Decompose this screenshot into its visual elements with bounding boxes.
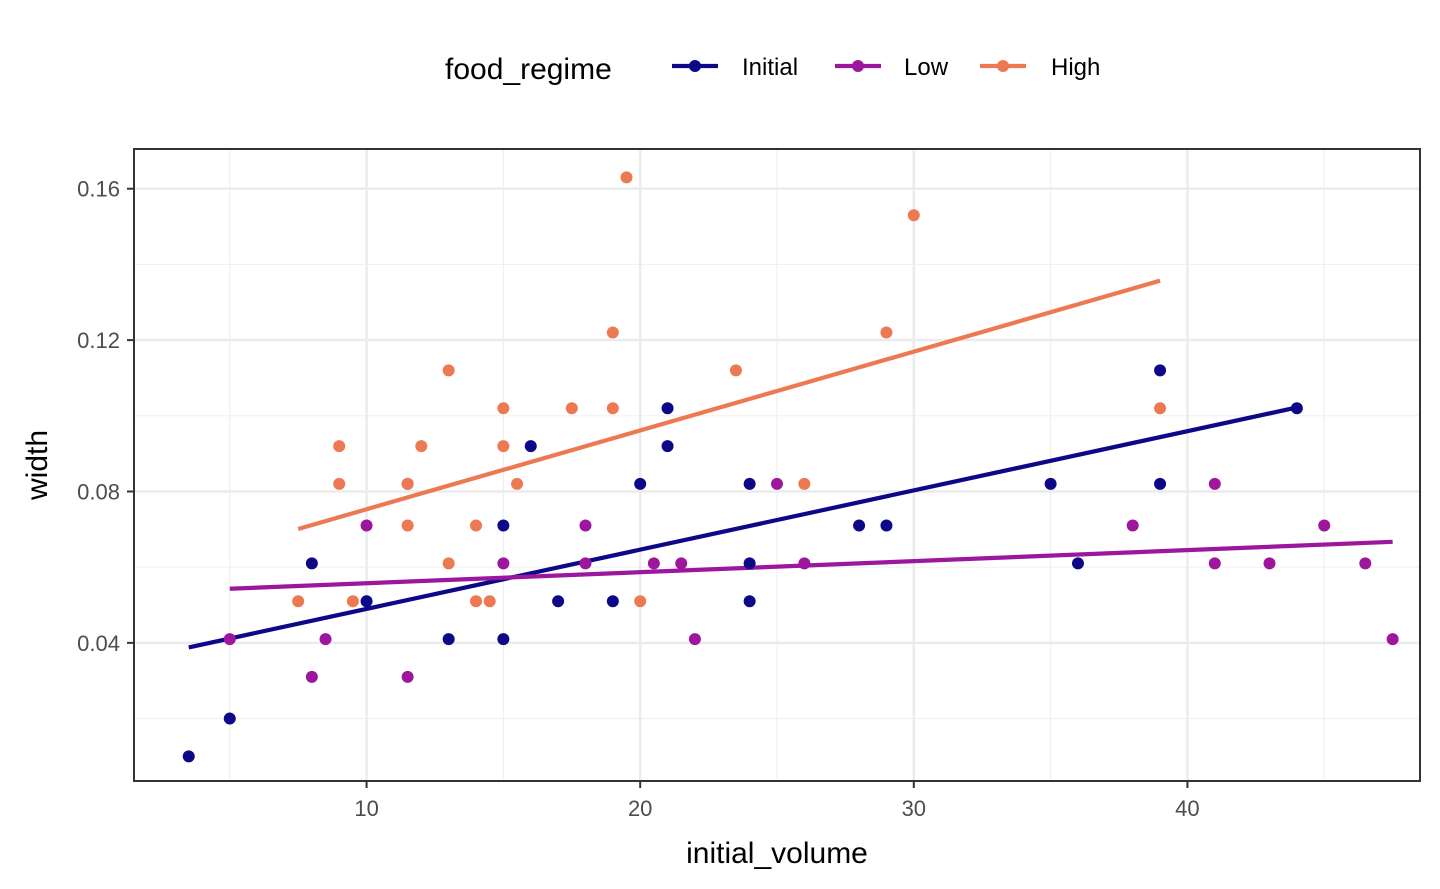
x-tick-label: 10 [354,796,378,821]
point-high [565,402,578,415]
point-low [1359,557,1372,570]
point-high [401,519,414,532]
point-high [333,440,346,453]
point-low [579,557,592,570]
point-high [292,595,305,608]
point-low [798,557,811,570]
point-low [1208,477,1221,490]
point-low [360,519,373,532]
point-initial [497,519,510,532]
y-axis: 0.04 0.08 0.12 0.16 [77,177,134,656]
x-tick-label: 20 [628,796,652,821]
trend-line-high [297,278,1161,531]
legend-label-low: Low [904,54,949,81]
point-low [1263,557,1276,570]
point-high [729,364,742,377]
point-initial [880,519,893,532]
point-high [442,364,455,377]
point-high [620,171,633,184]
x-axis: 10 20 30 40 [354,781,1200,821]
point-high [798,477,811,490]
point-high [606,326,619,339]
point-high [401,477,414,490]
point-high [483,595,496,608]
point-initial [497,633,510,646]
point-low [675,557,688,570]
trend-line-initial [188,405,1298,650]
legend-title: food_regime [445,53,612,86]
point-low [319,633,332,646]
point-initial [360,595,373,608]
point-high [415,440,428,453]
point-low [1208,557,1221,570]
point-initial [853,519,866,532]
legend-key-point-low [852,60,864,72]
point-high [442,557,455,570]
point-high [497,402,510,415]
legend-key-point-high [997,60,1009,72]
point-low [647,557,660,570]
point-low [497,557,510,570]
y-axis-title: width [21,430,54,501]
point-high [470,519,483,532]
y-tick-label: 0.04 [77,631,120,656]
point-high [346,595,359,608]
point-low [1318,519,1331,532]
point-initial [743,595,756,608]
point-low [579,519,592,532]
point-initial [524,440,537,453]
point-low [771,477,783,490]
point-initial [1044,477,1057,490]
point-initial [1071,557,1084,570]
point-initial [442,633,455,646]
point-initial [743,477,756,490]
point-initial [634,477,647,490]
y-tick-label: 0.08 [77,479,120,504]
data-points [182,171,1399,763]
point-high [907,209,920,222]
point-initial [606,595,619,608]
point-initial [223,712,236,725]
point-initial [1154,477,1167,490]
legend-key-point-initial [689,60,701,72]
point-initial [661,440,674,453]
trend-line-low [229,539,1393,591]
major-gridlines [134,149,1420,781]
x-tick-label: 30 [902,796,926,821]
point-initial [182,750,195,763]
point-initial [1290,402,1303,415]
point-low [1126,519,1139,532]
legend-label-high: High [1051,54,1100,81]
point-initial [743,557,756,570]
point-high [497,440,510,453]
point-high [634,595,647,608]
point-initial [552,595,565,608]
point-low [1386,633,1399,646]
point-high [606,402,619,415]
point-low [305,670,318,683]
x-axis-title: initial_volume [686,837,868,870]
legend-label-initial: Initial [742,54,798,81]
panel-frame [133,148,1421,782]
point-initial [661,402,674,415]
point-low [401,670,414,683]
panel-border [133,148,1421,782]
point-high [1154,402,1167,415]
trend-lines [188,278,1393,650]
point-low [223,633,236,646]
point-low [688,633,701,646]
point-high [511,477,524,490]
y-tick-label: 0.12 [77,328,120,353]
point-high [880,326,893,339]
x-tick-label: 40 [1175,796,1199,821]
point-initial [305,557,318,570]
point-high [470,595,483,608]
legend: food_regime Initial Low High [445,53,1100,86]
point-initial [1154,364,1167,377]
y-tick-label: 0.16 [77,177,120,202]
point-high [333,477,346,490]
